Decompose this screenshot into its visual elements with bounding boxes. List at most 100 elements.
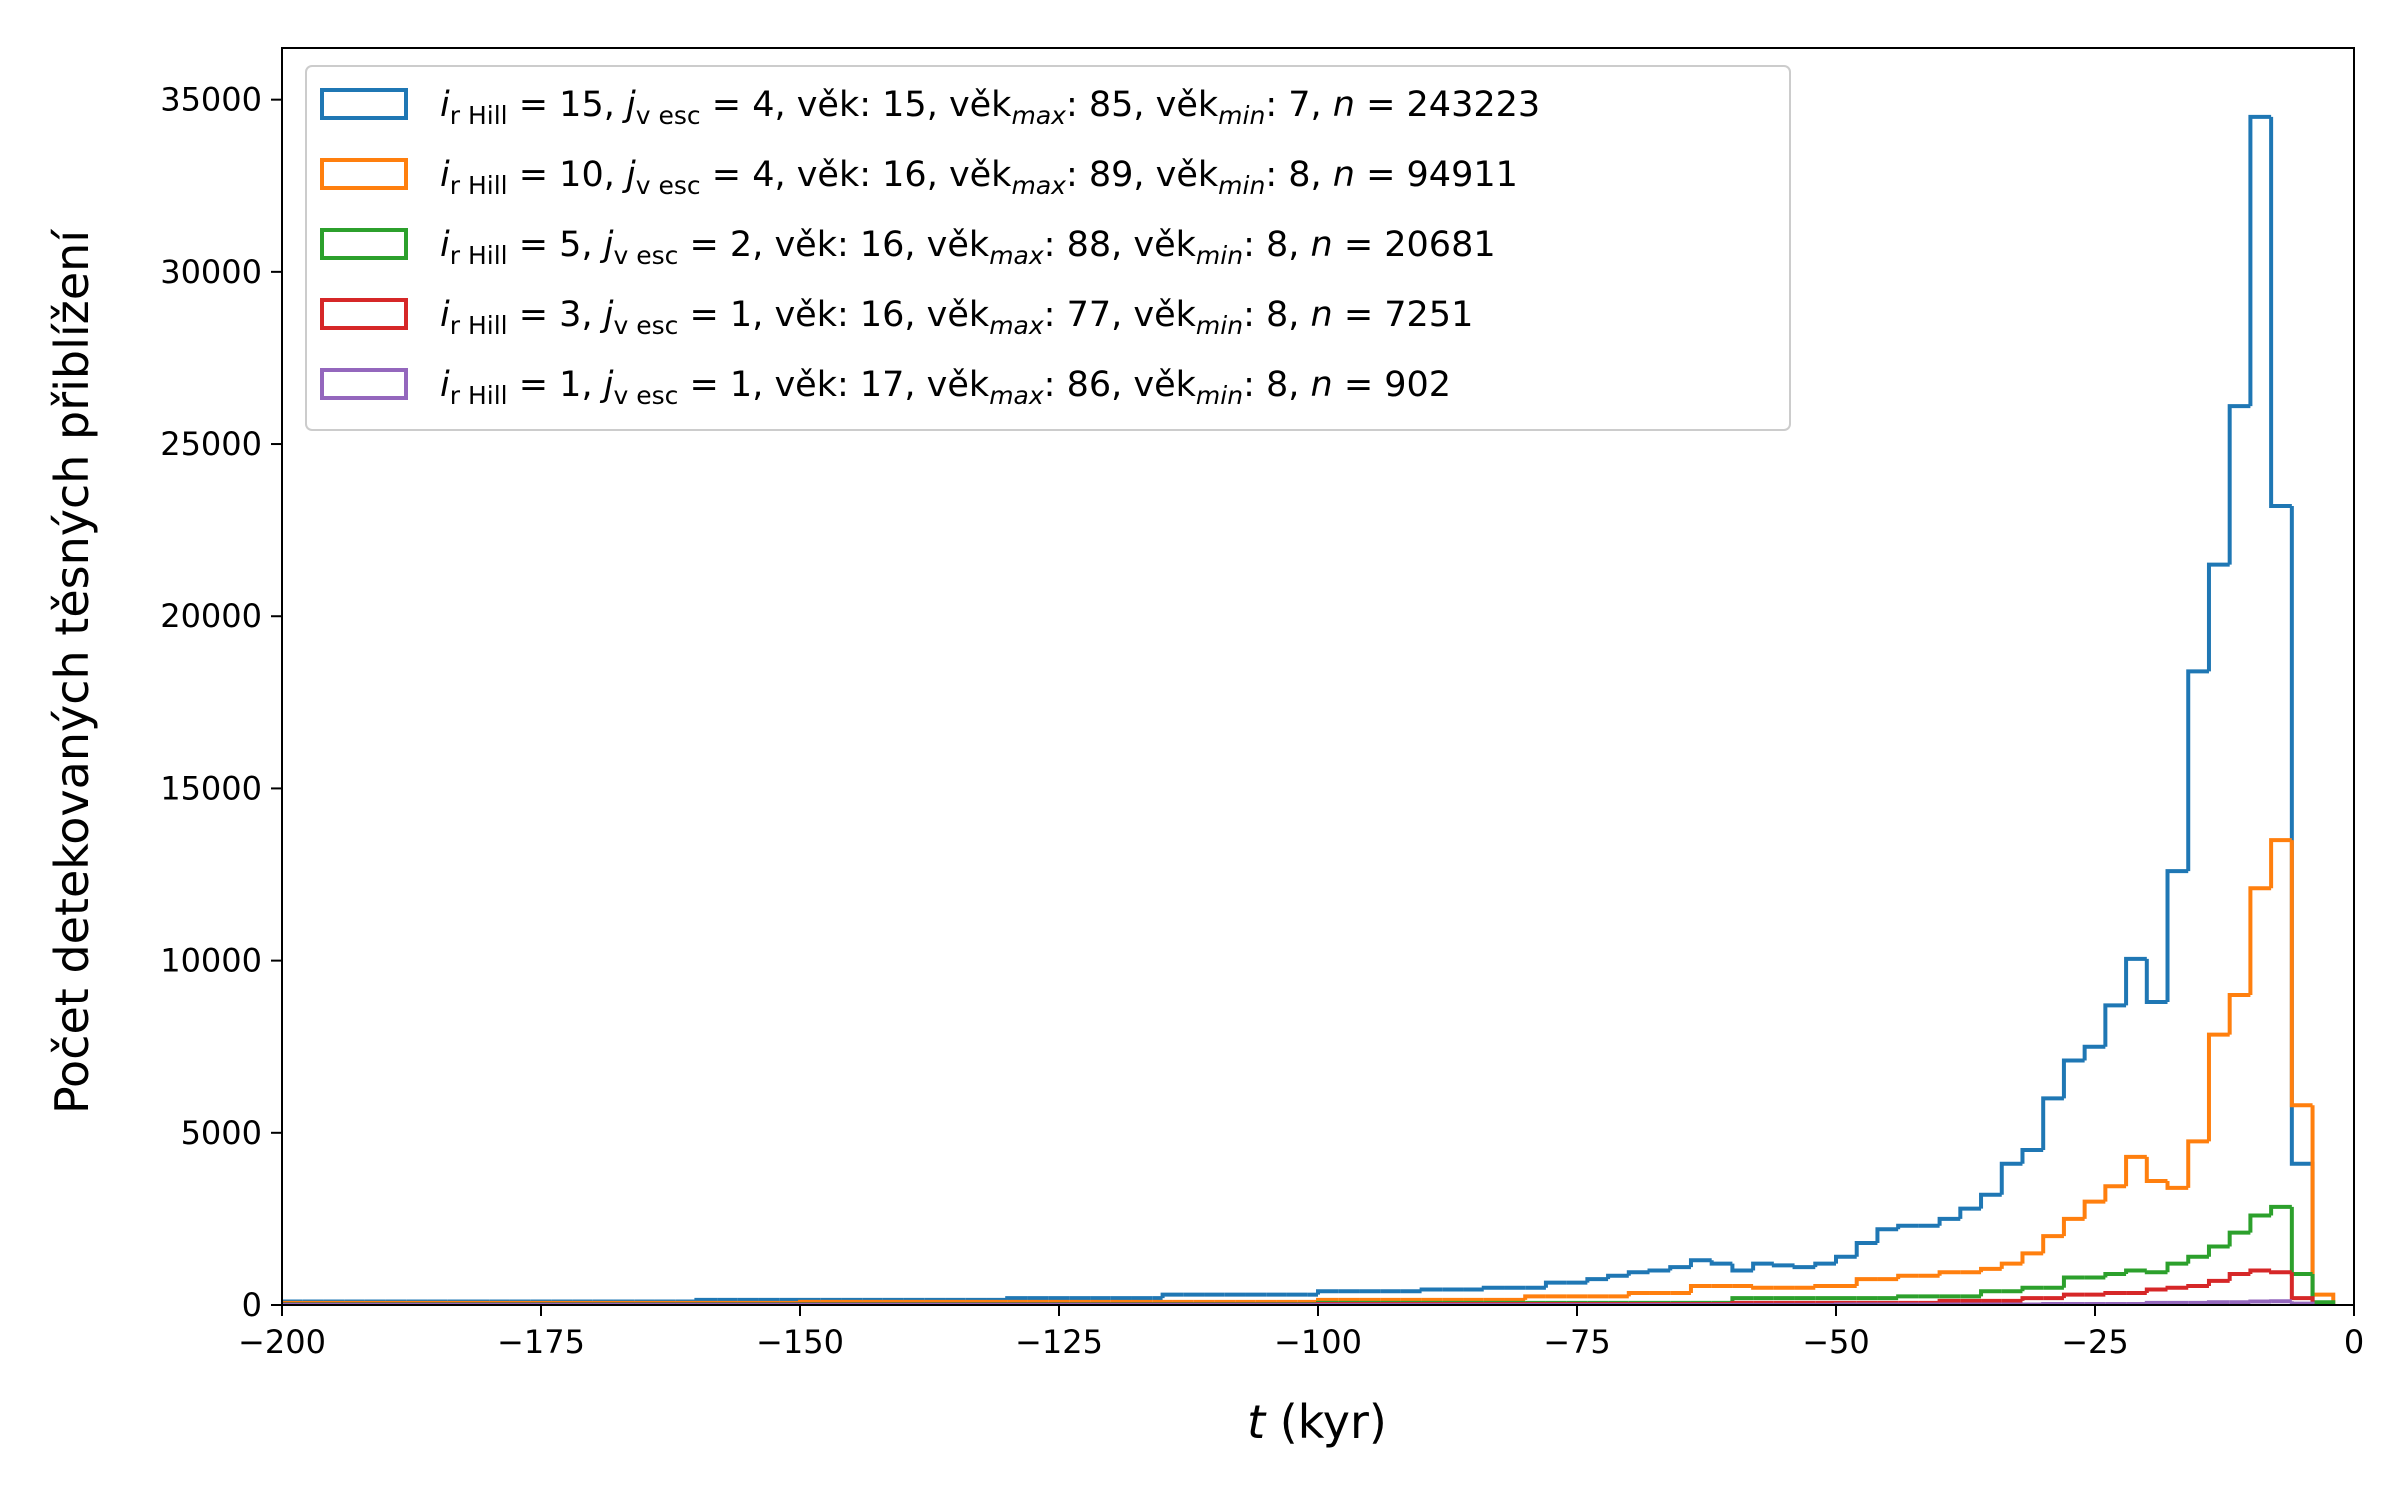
series-1-bin <box>1937 1270 1961 1276</box>
series-1-bin <box>1688 1284 1712 1293</box>
x-tick-label: −175 <box>497 1323 585 1361</box>
series-0-bin <box>1937 1216 1961 1226</box>
series-1-bin <box>2103 1184 2127 1202</box>
series-0-bin <box>2269 116 2292 509</box>
series-0-bin <box>1854 1241 1878 1257</box>
series-0-bin <box>1730 1263 1754 1273</box>
series-4-bin <box>2248 1299 2272 1304</box>
series-0-bin <box>2061 1058 2085 1099</box>
series-1-bin <box>1896 1273 1919 1280</box>
series-0-bin <box>1813 1261 1836 1268</box>
series-1-bin <box>1523 1294 1546 1300</box>
series-0-bin <box>1958 1206 1982 1219</box>
series-0-bin <box>2206 562 2230 672</box>
series-0-bin <box>1688 1258 1712 1268</box>
series-1-bin <box>1999 1261 2023 1269</box>
series-1-bin <box>2206 1032 2230 1142</box>
series-2-bin <box>2310 1274 2336 1305</box>
series-2-bin <box>2144 1270 2168 1275</box>
x-tick-label: −25 <box>2061 1323 2129 1361</box>
series-0-bin <box>1606 1273 1629 1280</box>
legend-swatch <box>320 228 408 260</box>
series-1-bin <box>1979 1266 2002 1273</box>
series-0-bin <box>1792 1265 1816 1270</box>
series-1-bin <box>1813 1284 1836 1289</box>
series-1-bin <box>2165 1181 2189 1190</box>
legend-swatch <box>320 88 408 120</box>
series-1-bin <box>2310 1105 2336 1305</box>
x-tick-label: −75 <box>1543 1323 1611 1361</box>
series-0-bin <box>2144 958 2168 1004</box>
series-1-bin <box>2082 1199 2106 1219</box>
series-2-bin <box>2165 1261 2189 1273</box>
legend-entry: ir Hill = 3, jv esc = 1, věk: 16, věkmax… <box>440 295 1473 340</box>
series-1-bin <box>2124 1154 2147 1187</box>
series-0-bin <box>2020 1148 2044 1164</box>
series-3-bin <box>1937 1298 1961 1303</box>
series-0-bin <box>1771 1263 1795 1268</box>
series-0-bin <box>1668 1265 1691 1271</box>
series-3-bin <box>2269 1270 2292 1275</box>
y-tick-label: 0 <box>242 1286 262 1324</box>
series-3-bin <box>2165 1285 2189 1290</box>
series-1-bin <box>1854 1277 1878 1287</box>
legend-entry: ir Hill = 10, jv esc = 4, věk: 16, věkma… <box>440 155 1518 200</box>
series-2-bin <box>2269 1204 2292 1216</box>
series-1-bin <box>2269 838 2292 889</box>
series-3-bin <box>2020 1296 2044 1301</box>
series-2-bin <box>2186 1254 2209 1264</box>
legend-swatch <box>320 158 408 190</box>
x-tick-label: 0 <box>2344 1323 2364 1361</box>
x-tick-label: −150 <box>756 1323 844 1361</box>
series-1-bin <box>2061 1216 2085 1237</box>
series-0-bin <box>1647 1268 1671 1273</box>
series-0-bin <box>1481 1285 1505 1290</box>
series-0-bin <box>1419 1287 1443 1292</box>
y-tick-label: 15000 <box>160 769 262 807</box>
series-4-bin <box>2206 1300 2230 1305</box>
series-1-bin <box>2144 1156 2168 1184</box>
series-2-bin <box>2227 1230 2251 1247</box>
series-2-bin <box>2103 1272 2127 1278</box>
series-0-bin <box>2186 669 2209 872</box>
legend: ir Hill = 15, jv esc = 4, věk: 15, věkma… <box>305 65 1791 431</box>
series-1-bin <box>2020 1251 2044 1264</box>
series-1-bin <box>2041 1234 2064 1254</box>
x-tick-label: −125 <box>1015 1323 1103 1361</box>
series-0-bin <box>1709 1260 1733 1266</box>
series-2-bin <box>1979 1289 2002 1297</box>
series-0-bin <box>1875 1227 1899 1244</box>
legend-entry: ir Hill = 1, jv esc = 1, věk: 17, věkmax… <box>440 365 1451 410</box>
y-tick-label: 10000 <box>160 942 262 980</box>
x-axis-label: t (kyr) <box>1247 1395 1387 1449</box>
y-tick-label: 30000 <box>160 253 262 291</box>
x-tick-label: −50 <box>1802 1323 1870 1361</box>
series-0-bin <box>2103 1003 2127 1047</box>
series-0-bin <box>2165 869 2189 1002</box>
series-1-bin <box>2186 1139 2209 1188</box>
series-3-bin <box>2289 1272 2315 1305</box>
series-0-bin <box>2248 114 2272 407</box>
series-0-bin <box>1999 1161 2023 1195</box>
series-2-bin <box>2020 1285 2044 1292</box>
series-0-bin <box>1626 1270 1650 1276</box>
series-3-bin <box>2103 1290 2127 1295</box>
series-3-bin <box>2248 1268 2272 1275</box>
series-0-bin <box>2124 956 2147 1006</box>
legend-frame <box>305 65 1791 431</box>
series-0-bin <box>2082 1044 2106 1061</box>
series-1-bin <box>2289 840 2313 1108</box>
y-tick-label: 20000 <box>160 597 262 635</box>
legend-entry: ir Hill = 5, jv esc = 2, věk: 16, věkmax… <box>440 225 1496 270</box>
series-0-bin <box>1979 1192 2002 1209</box>
y-tick-label: 35000 <box>160 81 262 119</box>
series-0-bin <box>1896 1223 1919 1230</box>
series-1-bin <box>1751 1285 1774 1290</box>
series-2-bin <box>2061 1275 2085 1288</box>
x-tick-label: −200 <box>238 1323 326 1361</box>
series-0-bin <box>2041 1096 2064 1151</box>
x-axis-unit: (kyr) <box>1265 1395 1387 1449</box>
x-tick-label: −100 <box>1274 1323 1362 1361</box>
series-0-bin <box>1160 1292 1184 1299</box>
